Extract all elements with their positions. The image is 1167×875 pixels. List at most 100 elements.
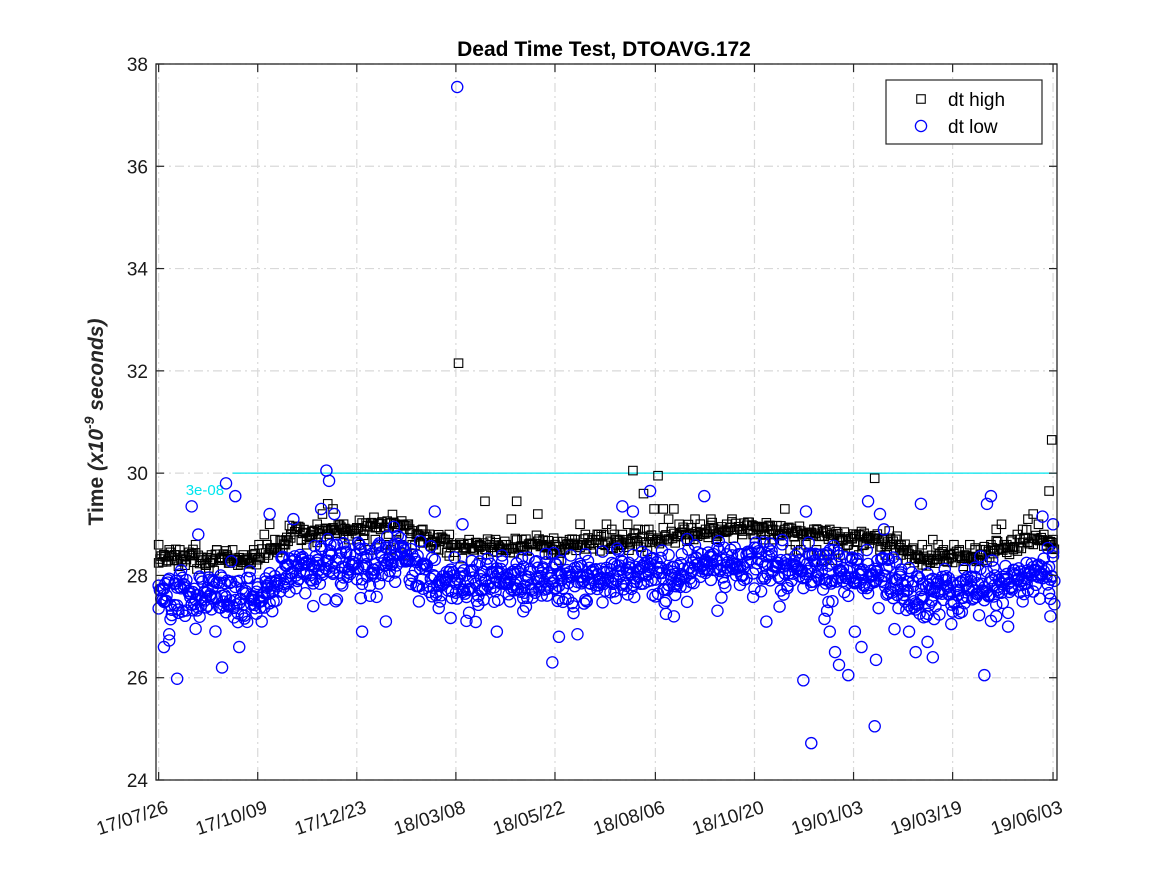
dt-high-point — [585, 539, 596, 550]
dt-low-point — [1046, 518, 1060, 531]
dt-low-point — [314, 539, 328, 553]
dt-high-point — [564, 539, 575, 550]
dt-high-point — [690, 514, 700, 524]
dt-low-point — [764, 537, 777, 550]
dt-low-point — [939, 573, 953, 586]
dt-low-point — [287, 512, 300, 526]
dt-high-point — [299, 524, 309, 535]
dt-low-point — [1001, 606, 1015, 620]
dt-low-point — [773, 600, 786, 613]
dt-low-point — [495, 549, 509, 562]
dt-high-point — [912, 550, 922, 560]
dt-low-point — [989, 610, 1003, 623]
dt-low-point — [483, 557, 497, 571]
dt-low-point — [912, 570, 925, 583]
dt-low-point — [1042, 560, 1056, 574]
dt-low-point — [622, 556, 636, 570]
y-tick-label: 30 — [127, 464, 148, 485]
dt-low-point — [571, 627, 584, 641]
dt-low-point — [580, 594, 593, 608]
dt-low-point — [811, 571, 825, 584]
dt-low-point — [387, 520, 401, 534]
dt-low-point — [654, 551, 667, 565]
dt-low-point — [868, 720, 881, 733]
dt-high-point — [601, 519, 612, 530]
dt-high-point — [843, 539, 854, 550]
dt-low-point — [1042, 586, 1056, 600]
dt-low-point — [174, 564, 188, 577]
dt-low-point — [832, 658, 846, 672]
dt-high-point — [780, 504, 790, 514]
dt-low-point — [185, 500, 198, 513]
dt-low-point — [626, 548, 640, 562]
dt-high-point — [185, 550, 196, 560]
dt-low-point — [884, 585, 897, 598]
dt-high-point — [490, 534, 501, 545]
dt-low-point — [1029, 578, 1043, 592]
dt-low-point — [610, 542, 624, 555]
dt-low-point — [354, 591, 368, 605]
dt-high-point — [933, 539, 943, 550]
legend-label-dt-high: dt high — [948, 90, 1005, 111]
dt-high-point — [931, 554, 942, 565]
dt-low-point — [832, 549, 846, 563]
dt-high-point — [753, 524, 764, 535]
dt-low-point — [926, 651, 940, 664]
dt-low-point — [900, 584, 913, 598]
dt-high-point — [622, 519, 633, 530]
dt-low-point — [486, 576, 500, 589]
dt-high-point — [459, 539, 469, 550]
dt-low-point — [554, 566, 567, 580]
dt-high-point — [748, 529, 758, 540]
dt-low-point — [675, 547, 689, 561]
dt-low-point — [205, 603, 218, 616]
dt-low-point — [511, 582, 525, 595]
dt-low-point — [209, 625, 222, 638]
dt-low-point — [291, 574, 304, 588]
dt-low-point — [978, 668, 991, 682]
dt-high-point — [743, 524, 753, 535]
dt-low-point — [728, 541, 741, 554]
dt-high-point — [864, 534, 875, 545]
series-dt-low — [152, 80, 1061, 750]
dt-high-point — [922, 545, 933, 555]
dt-low-point — [929, 600, 942, 613]
dt-low-point — [935, 570, 949, 584]
dt-low-point — [719, 580, 732, 594]
dt-low-point — [329, 595, 342, 608]
dt-low-point — [503, 595, 517, 608]
dt-high-point — [496, 545, 506, 555]
dt-low-point — [626, 505, 640, 518]
dt-low-point — [655, 544, 669, 557]
dt-high-point — [869, 473, 880, 484]
dt-high-point — [485, 539, 496, 550]
dt-low-point — [842, 589, 855, 603]
dt-low-point — [524, 582, 538, 596]
dt-low-point — [314, 502, 328, 516]
dt-low-point — [579, 593, 592, 606]
dt-low-point — [775, 538, 789, 551]
dt-low-point — [515, 551, 529, 565]
dt-high-point — [954, 545, 965, 555]
dt-low-point — [306, 599, 320, 613]
dt-high-point — [243, 555, 254, 565]
dt-low-point — [189, 622, 202, 636]
dt-low-point — [715, 591, 728, 604]
dt-high-point — [669, 504, 679, 514]
dt-low-point — [828, 645, 842, 659]
dt-high-point — [653, 470, 663, 481]
dt-low-point — [646, 588, 659, 602]
dt-high-point — [943, 550, 954, 560]
dt-high-point — [1017, 524, 1028, 535]
dt-low-point — [662, 548, 675, 562]
dt-low-point — [219, 590, 233, 604]
dt-low-point — [880, 562, 893, 575]
dt-high-point — [663, 514, 674, 524]
dt-low-point — [945, 617, 958, 631]
dt-low-point — [799, 505, 813, 518]
dt-low-point — [341, 570, 354, 584]
y-axis-label: Time (x10-9 seconds) — [81, 319, 108, 526]
dt-high-point — [1007, 534, 1017, 545]
dt-high-point — [211, 545, 222, 555]
